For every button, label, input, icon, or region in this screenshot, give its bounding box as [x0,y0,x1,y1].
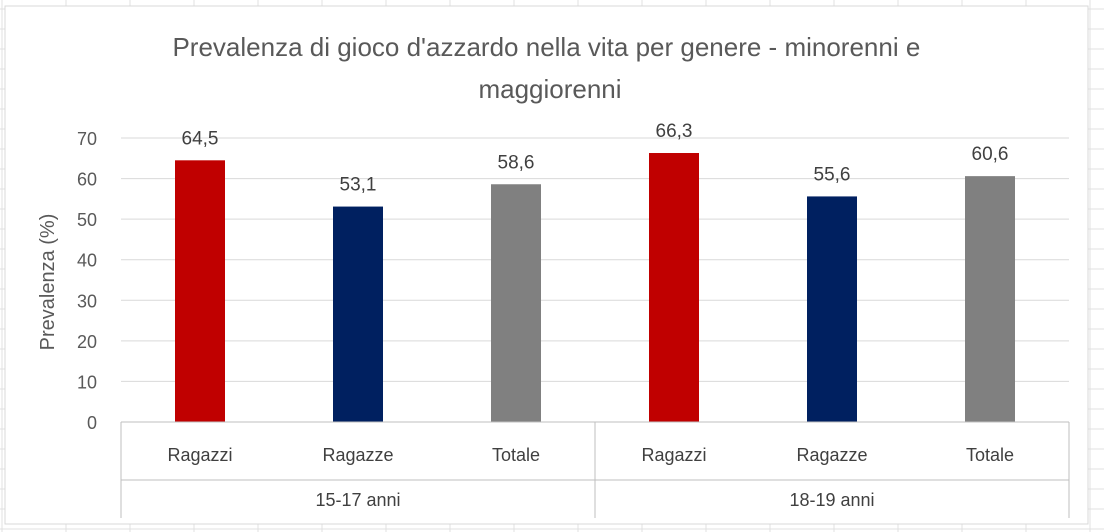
x-category-label: Ragazzi [167,445,232,465]
y-tick-label: 60 [77,170,97,190]
data-label: 64,5 [182,128,219,149]
data-label: 55,6 [814,164,851,185]
chart-title: Prevalenza di gioco d'azzardo nella vita… [172,32,927,104]
chart-title-line-2: maggiorenni [478,74,621,104]
data-label: 60,6 [972,144,1009,165]
chart-title-line-1: Prevalenza di gioco d'azzardo nella vita… [172,32,920,62]
y-axis-ticks: 0 10 20 30 40 50 60 70 [77,129,97,433]
x-category-label: Totale [966,445,1014,465]
x-axis: Ragazzi Ragazze Totale Ragazzi Ragazze Totale… [120,421,1070,518]
y-tick-label: 20 [77,332,97,352]
y-tick-label: 40 [77,251,97,271]
data-label: 53,1 [340,175,377,196]
bars: 64,5 53,1 58,6 66,3 55,6 60,6 [175,121,1015,423]
bar[interactable] [807,196,857,422]
x-group-label: 15-17 anni [315,490,400,510]
bar[interactable] [175,160,225,423]
bar[interactable] [965,176,1015,422]
bar[interactable] [333,206,383,422]
x-category-label: Ragazze [796,445,867,465]
x-category-label: Ragazzi [641,445,706,465]
y-tick-label: 50 [77,210,97,230]
y-tick-label: 70 [77,129,97,149]
x-category-label: Totale [492,445,540,465]
bar[interactable] [649,153,699,423]
data-label: 66,3 [656,121,693,142]
bar[interactable] [491,184,541,422]
y-tick-label: 30 [77,291,97,311]
y-tick-label: 10 [77,372,97,392]
y-axis-label: Prevalenza (%) [37,214,59,351]
x-category-label: Ragazze [322,445,393,465]
data-label: 58,6 [498,152,535,173]
x-group-label: 18-19 anni [789,490,874,510]
y-tick-label: 0 [87,413,97,433]
